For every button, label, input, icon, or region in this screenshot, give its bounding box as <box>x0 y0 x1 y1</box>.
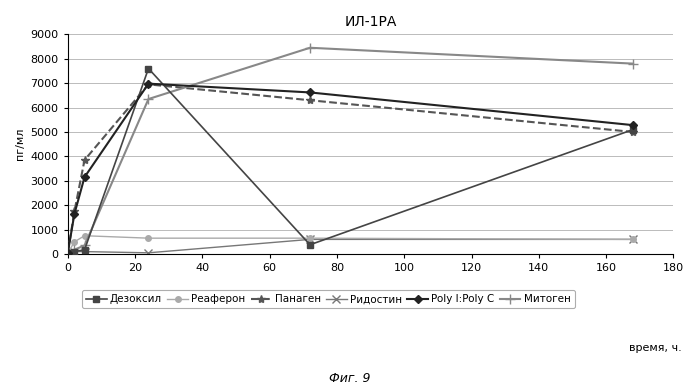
Митоген <box>144 97 152 102</box>
Text: Фиг. 9: Фиг. 9 <box>329 372 370 385</box>
Ридостин <box>70 249 78 254</box>
Ридостин <box>80 249 89 254</box>
Ридостин <box>305 237 314 242</box>
Text: время, ч.: время, ч. <box>629 343 682 353</box>
Line: Митоген: Митоген <box>63 43 638 258</box>
Ридостин <box>144 251 152 255</box>
Title: ИЛ-1РА: ИЛ-1РА <box>345 15 397 29</box>
Митоген <box>70 247 78 252</box>
Дезоксил <box>629 127 637 132</box>
Реаферон <box>144 236 152 240</box>
Legend: Дезоксил, Реаферон, Панаген, Ридостин, Poly I:Poly C, Митоген: Дезоксил, Реаферон, Панаген, Ридостин, P… <box>82 290 575 308</box>
Line: Дезоксил: Дезоксил <box>65 66 636 256</box>
Реаферон <box>629 237 637 242</box>
Дезоксил <box>70 249 78 254</box>
Poly I:Poly C <box>144 81 152 86</box>
Реаферон <box>80 233 89 238</box>
Line: Реаферон: Реаферон <box>65 233 636 256</box>
Poly I:Poly C <box>305 90 314 95</box>
Реаферон <box>70 240 78 244</box>
Панаген <box>80 158 89 162</box>
Реаферон <box>305 236 314 240</box>
Ридостин <box>64 251 72 256</box>
Line: Ридостин: Ридостин <box>64 235 637 258</box>
Реаферон <box>64 251 72 256</box>
Дезоксил <box>305 242 314 247</box>
Панаген <box>629 130 637 134</box>
Poly I:Poly C <box>70 211 78 216</box>
Poly I:Poly C <box>64 251 72 256</box>
Ридостин <box>629 237 637 242</box>
Панаген <box>70 209 78 214</box>
Панаген <box>144 82 152 87</box>
Митоген <box>629 61 637 66</box>
Line: Панаген: Панаген <box>64 80 637 258</box>
Y-axis label: пг/мл: пг/мл <box>15 128 25 160</box>
Poly I:Poly C <box>80 175 89 179</box>
Line: Poly I:Poly C: Poly I:Poly C <box>65 81 636 256</box>
Дезоксил <box>80 247 89 252</box>
Дезоксил <box>144 66 152 71</box>
Панаген <box>64 251 72 256</box>
Митоген <box>64 251 72 256</box>
Poly I:Poly C <box>629 123 637 128</box>
Панаген <box>305 98 314 103</box>
Митоген <box>305 46 314 50</box>
Дезоксил <box>64 251 72 255</box>
Митоген <box>80 243 89 248</box>
